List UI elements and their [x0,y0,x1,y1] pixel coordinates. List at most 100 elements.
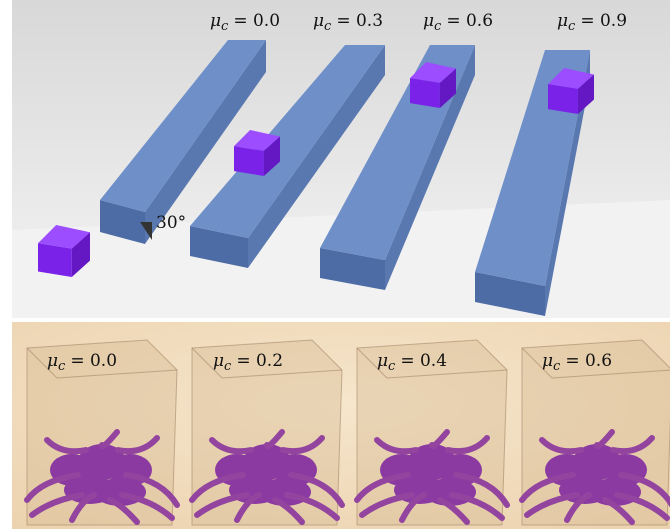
box-edge [26,347,58,379]
angle-label: 30° [156,213,186,233]
beam-front [320,248,385,290]
tentacle [272,497,305,525]
cube-left [38,243,72,277]
beam-front [190,226,248,268]
tentacle [115,435,160,455]
tentacle [69,492,97,523]
mu-symbol: μ [313,11,324,31]
tentacle [280,435,325,455]
tentacle [354,472,411,503]
octopus-pile [354,429,510,525]
labels: μc = 0.0 μc = 0.3 μc = 0.6 μc = 0.9μc = 0.0 μc = 0… [47,11,627,374]
box-edge [56,369,178,379]
angle-marker [140,222,152,240]
tentacle [107,497,140,525]
tentacle [453,472,510,508]
mu-label: μc = 0.0 [210,11,280,34]
tentacle [24,472,81,503]
mu-subscript: c [568,19,576,34]
tentacle [189,472,246,503]
mu-value: = 0.4 [400,351,447,371]
mu-symbol: μ [47,351,58,371]
beam-side [145,40,266,244]
beam-top [100,40,266,212]
mu-label: μc = 0.9 [557,11,627,34]
tentacle [429,429,450,450]
cube-right [577,74,594,114]
mu-subscript: c [553,359,561,374]
tentacle [449,492,505,521]
tentacle [445,435,490,455]
mu-label: μc = 0.3 [313,11,383,34]
tentacle [524,492,580,518]
mu-subscript: c [58,359,66,374]
tentacle [610,435,655,455]
beam-side [385,45,475,290]
box-edge [356,347,388,379]
cube-left [410,78,440,108]
mu-label: μc = 0.0 [47,351,117,374]
mu-value: = 0.6 [446,11,493,31]
tentacle [359,492,415,518]
mu-symbol: μ [423,11,434,31]
mu-symbol: μ [210,11,221,31]
box-edge [221,369,343,379]
tentacle [29,492,85,518]
tentacle [539,437,584,455]
mu-value: = 0.9 [580,11,627,31]
mu-value: = 0.3 [336,11,383,31]
tentacle [602,497,635,525]
octopus-pile [24,429,180,525]
tentacle [399,492,427,523]
cube-top [410,62,456,83]
box-edge [191,347,223,379]
tentacle [264,429,285,450]
tentacle [209,437,254,455]
cubes [38,62,594,277]
tentacle [44,437,89,455]
octopus-pile [519,429,670,525]
cube-right [71,232,90,277]
mu-label: μc = 0.6 [423,11,493,34]
cube-top [234,130,280,151]
cube-top [38,225,90,249]
tentacle [234,492,262,523]
mu-value: = 0.6 [565,351,612,371]
cube-right [263,136,280,176]
tentacle [119,492,175,521]
cube-left [548,84,578,114]
cube-left [234,146,264,176]
cube-top [548,68,594,89]
beam-front [475,272,545,316]
tentacle [614,492,670,521]
mu-symbol: μ [213,351,224,371]
mu-value: = 0.2 [236,351,283,371]
tentacle [374,437,419,455]
boxes [24,339,670,526]
tentacle [99,429,120,450]
mu-symbol: μ [542,351,553,371]
tentacle [123,472,180,508]
mu-subscript: c [324,19,332,34]
tentacle [618,472,670,508]
tentacle [437,497,470,525]
mu-symbol: μ [557,11,568,31]
tentacle [194,492,250,518]
tentacle [594,429,615,450]
box-edge [551,369,670,379]
box-edge [386,369,508,379]
octopus-pile [189,429,345,525]
beam-top [190,45,385,238]
beam-side [545,50,590,316]
cube-right [439,68,456,108]
mu-label: μc = 0.2 [213,351,283,374]
mu-label: μc = 0.4 [377,351,447,374]
mu-subscript: c [434,19,442,34]
beam-front [100,200,145,244]
tentacle [519,472,576,503]
box-edge [521,347,553,379]
beams [100,40,590,316]
tentacle [284,492,340,521]
mu-value: = 0.0 [70,351,117,371]
